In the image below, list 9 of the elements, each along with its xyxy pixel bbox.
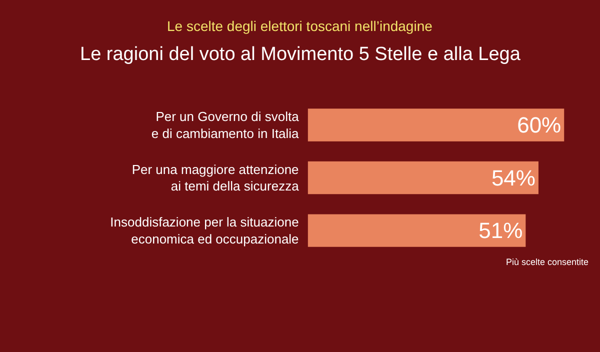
annotation: Più scelte consentite: [506, 257, 589, 267]
data-label: 51%: [478, 218, 523, 244]
chart-subtitle: Le ragioni del voto al Movimento 5 Stelle e alla Lega: [80, 44, 521, 65]
y-tick-label: Per un Governo di svolta e di cambiamento in Italia: [151, 109, 300, 141]
chart-title: Le scelte degli elettori toscani nell’indagine: [167, 18, 433, 34]
data-label: 60%: [517, 112, 562, 138]
y-tick-label: Per una maggiore attenzione ai temi della sicurezza: [132, 162, 300, 194]
y-tick-label: Insoddisfazione per la situazione economica ed occupazionale: [110, 214, 299, 247]
data-label: 54%: [491, 165, 536, 190]
